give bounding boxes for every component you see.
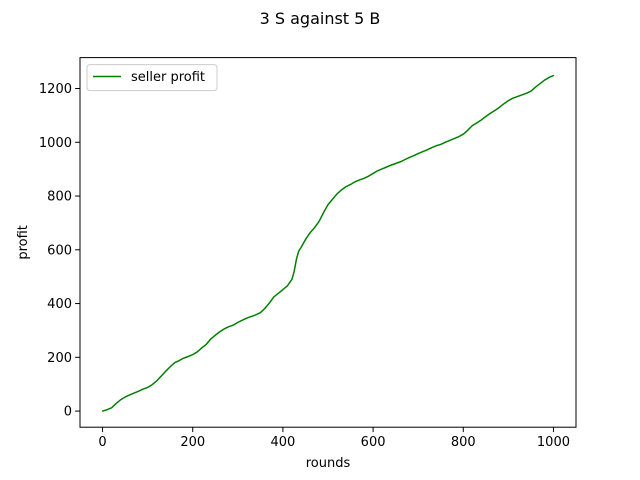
x-axis-label: rounds <box>306 456 351 471</box>
x-tick-label: 1000 <box>537 435 570 450</box>
y-axis: 0 200 400 600 800 1000 1200 <box>39 82 80 420</box>
x-tick-label: 800 <box>451 435 476 450</box>
chart-title: 3 S against 5 B <box>260 9 381 28</box>
x-tick-label: 200 <box>180 435 205 450</box>
series-line-0 <box>101 74 555 412</box>
y-tick-label: 0 <box>64 405 72 420</box>
x-axis: 0 200 400 600 800 1000 <box>98 427 570 450</box>
legend: seller profit <box>86 64 218 92</box>
x-tick-label: 400 <box>270 435 295 450</box>
y-tick-label: 200 <box>47 351 72 366</box>
y-tick-label: 400 <box>47 297 72 312</box>
plot-area-frame <box>79 57 577 428</box>
y-tick-label: 800 <box>47 190 72 205</box>
series-layer <box>101 74 555 412</box>
x-tick-label: 600 <box>361 435 386 450</box>
y-tick-label: 1200 <box>39 82 72 97</box>
y-tick-label: 600 <box>47 243 72 258</box>
legend-label-seller-profit: seller profit <box>131 70 205 85</box>
x-tick-label: 0 <box>98 435 106 450</box>
y-axis-label: profit <box>16 225 31 260</box>
legend-box <box>86 64 218 92</box>
y-tick-label: 1000 <box>39 136 72 151</box>
